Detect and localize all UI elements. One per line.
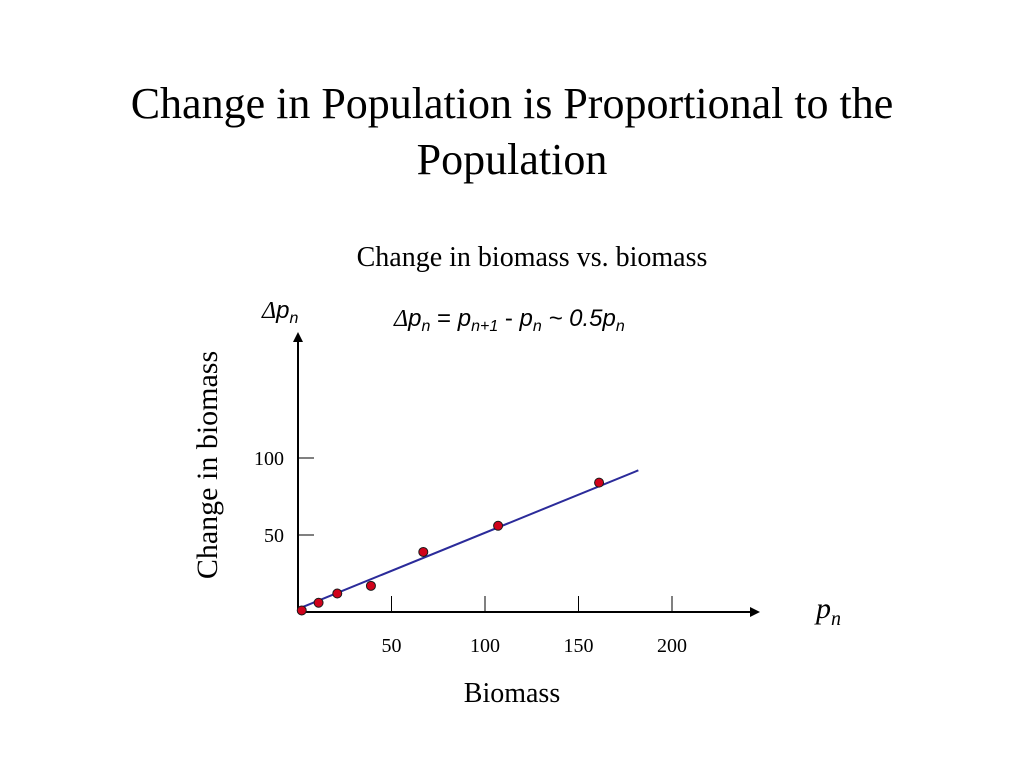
equation-equals: = bbox=[430, 305, 457, 332]
y-tick-label: 100 bbox=[254, 448, 284, 470]
y-tick-label: 50 bbox=[264, 525, 284, 547]
equation-sub1: n bbox=[421, 318, 430, 335]
y-axis-label: Change in biomass bbox=[191, 351, 224, 579]
data-point bbox=[418, 546, 429, 557]
x-tick-label: 50 bbox=[382, 635, 402, 657]
x-tick-label: 100 bbox=[470, 635, 500, 657]
equation-sub2: n+1 bbox=[471, 318, 498, 335]
fit-line bbox=[297, 469, 639, 610]
x-axis-symbol-base: p bbox=[814, 592, 831, 625]
equation-p4: p bbox=[602, 305, 616, 332]
equation-p1: p bbox=[407, 305, 421, 332]
x-axis-symbol-sub: n bbox=[831, 608, 841, 630]
data-point bbox=[296, 605, 307, 616]
data-point bbox=[332, 588, 343, 599]
y-axis-symbol: Δpn bbox=[261, 297, 298, 327]
x-tick-label: 200 bbox=[657, 635, 687, 657]
chart-title: Change in biomass vs. biomass bbox=[356, 242, 708, 273]
data-point bbox=[313, 597, 324, 608]
x-tick-label: 150 bbox=[564, 635, 594, 657]
y-axis-symbol-base: p bbox=[275, 297, 289, 324]
equation: Δpn = pn+1 - pn ~ 0.5pn bbox=[393, 305, 625, 335]
equation-p2: p bbox=[457, 305, 471, 332]
equation-delta: Δ bbox=[393, 306, 408, 332]
data-point bbox=[493, 520, 504, 531]
x-axis-symbol: pn bbox=[814, 592, 841, 630]
equation-sub3: n bbox=[533, 318, 542, 335]
slide-title: Change in Population is Proportional to … bbox=[130, 79, 894, 184]
equation-sub4: n bbox=[616, 318, 625, 335]
x-axis-label: Biomass bbox=[464, 678, 560, 709]
y-axis-symbol-delta: Δ bbox=[261, 298, 276, 324]
equation-minus: - bbox=[498, 305, 519, 332]
data-point bbox=[594, 477, 605, 488]
y-axis-symbol-sub: n bbox=[289, 310, 298, 327]
equation-coefficient: ~ 0.5 bbox=[542, 305, 603, 332]
data-point bbox=[365, 580, 376, 591]
equation-p3: p bbox=[519, 305, 533, 332]
